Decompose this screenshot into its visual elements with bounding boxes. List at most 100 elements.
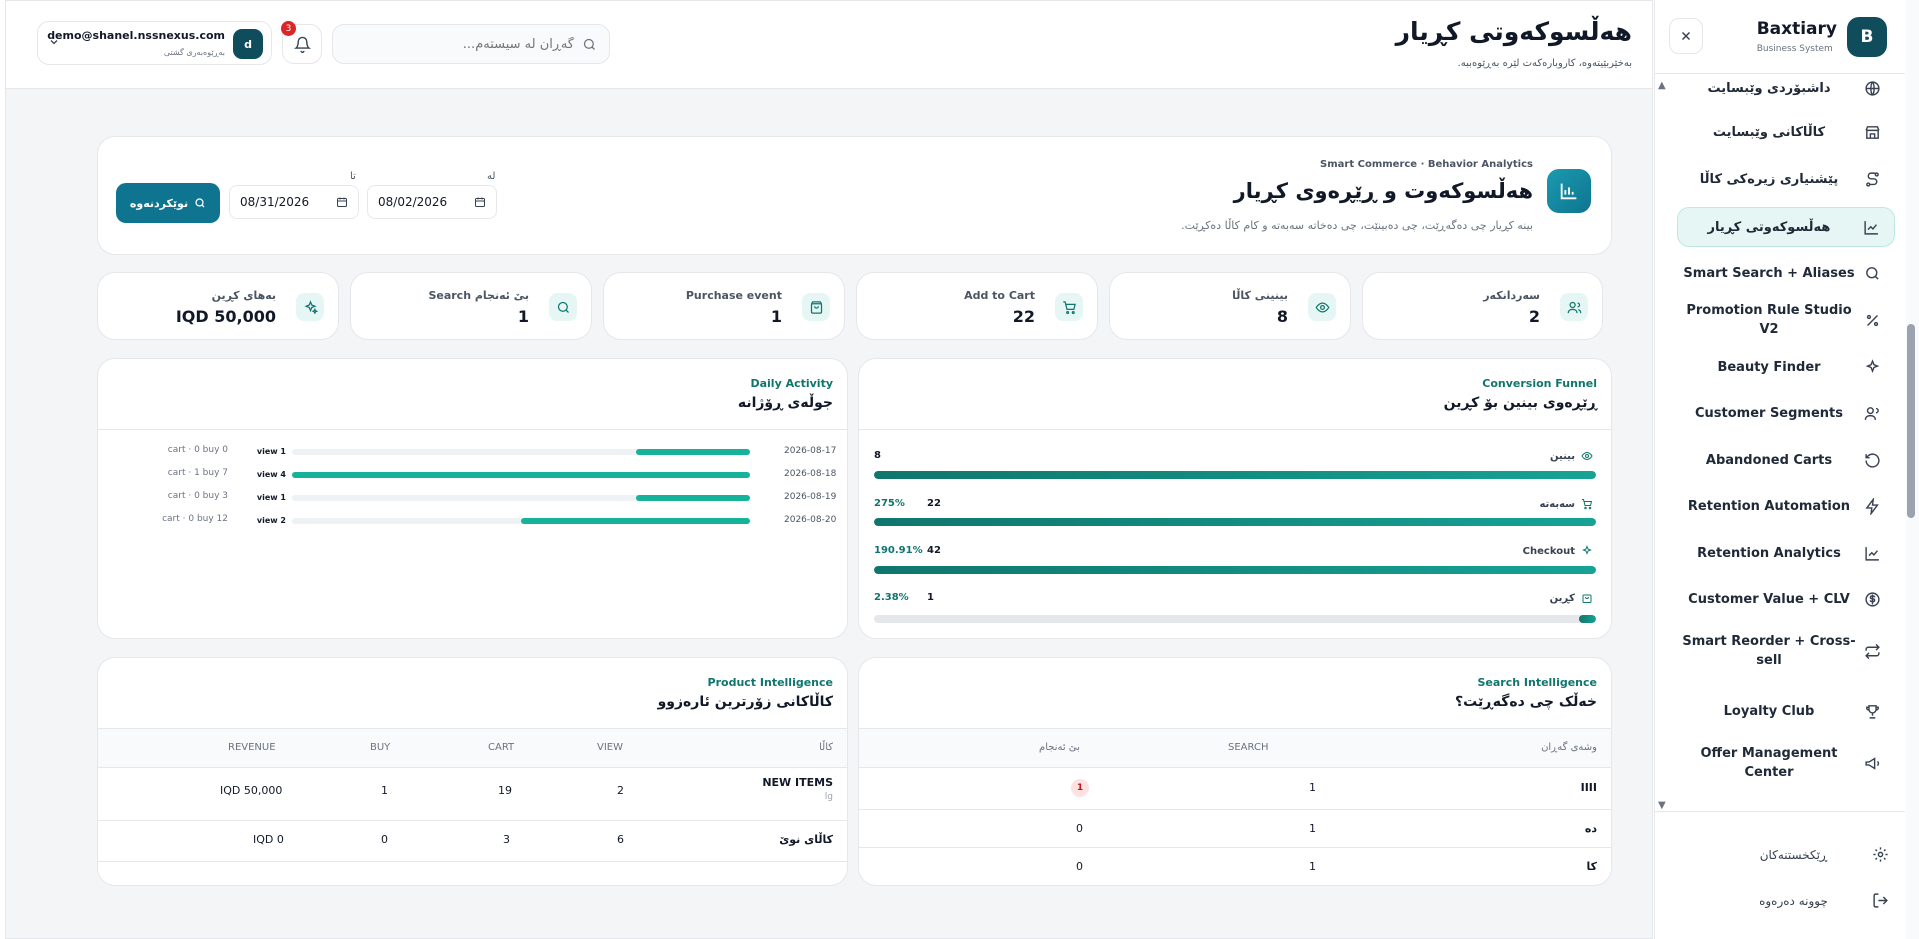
- kpi-card: Purchase event 1: [603, 272, 845, 340]
- product-intel-title: کاڵاکانی زۆرترین ئارەزوو: [657, 694, 833, 710]
- column-header: CART: [488, 742, 515, 753]
- divider: [859, 728, 1611, 729]
- sidebar-item-customer-behavior[interactable]: هەڵسوکەوتی کڕیار: [1677, 207, 1895, 247]
- refresh-button[interactable]: نوێکردنەوە: [116, 183, 220, 223]
- search-box[interactable]: [332, 24, 610, 64]
- sidebar-item-beauty-finder[interactable]: Beauty Finder: [1677, 349, 1895, 385]
- daily-bar-fill: [635, 495, 750, 501]
- product-revenue: IQD 50,000: [220, 784, 283, 797]
- search-input[interactable]: [374, 36, 574, 52]
- funnel-bar-fill: [874, 518, 1596, 526]
- users-icon: [1560, 293, 1588, 321]
- user-role: بەڕێوەبەری گشتی: [163, 48, 225, 57]
- table-header: [98, 729, 847, 767]
- funnel-bar-fill: [1578, 615, 1596, 623]
- funnel-step-label: سەبەتە: [1539, 498, 1593, 510]
- sidebar-item-abandoned-carts[interactable]: Abandoned Carts: [1677, 442, 1895, 478]
- user-menu[interactable]: d demo@shanel.nssnexus.com بەڕێوەبەری گش…: [37, 21, 272, 65]
- notifications-button[interactable]: 3: [281, 21, 322, 64]
- funnel-step-pct: 190.91%: [874, 545, 923, 556]
- funnel-step-label: Checkout: [1523, 545, 1593, 557]
- kpi-card: Search بێ ئەنجام 1: [350, 272, 592, 340]
- eye-icon: [1581, 450, 1593, 462]
- logo: B: [1847, 16, 1887, 57]
- route-icon: [1861, 168, 1883, 190]
- product-name: NEW ITEMS: [762, 776, 833, 789]
- product-intelligence-card: Product Intelligence کاڵاکانی زۆرترین ئا…: [97, 657, 848, 886]
- daily-view: view 1: [256, 493, 286, 502]
- funnel-step-pct: 2.38%: [874, 592, 909, 603]
- page-title: هەڵسوکەوتی کڕیار: [1395, 17, 1632, 46]
- sidebar-item-smart-search[interactable]: Smart Search + Aliases: [1677, 255, 1895, 291]
- notification-count-badge: 3: [281, 21, 296, 36]
- sidebar-nav[interactable]: ▲ ▼ داشبۆردی وێبسایت کاڵاکانی وێبسایت پێ…: [1655, 74, 1905, 811]
- repeat-icon: [1861, 640, 1883, 662]
- funnel-bar-track: [874, 471, 1596, 479]
- page-scrollbar[interactable]: [1906, 0, 1919, 939]
- divider: [859, 809, 1611, 810]
- chart-line-icon: [1860, 216, 1882, 238]
- cart-icon: [1055, 293, 1083, 321]
- product-revenue: IQD 0: [253, 833, 284, 846]
- divider: [98, 728, 847, 729]
- kpi-value: 8: [1276, 307, 1288, 326]
- from-date-input[interactable]: 08/02/2026: [367, 185, 497, 219]
- daily-date: 2026-08-18: [784, 469, 837, 479]
- column-header: VIEW: [597, 742, 623, 753]
- daily-view: view 1: [256, 447, 286, 456]
- search-icon: [1861, 262, 1883, 284]
- trophy-icon: [1861, 700, 1883, 722]
- product-cart: 3: [503, 833, 510, 846]
- sidebar-item-retention-analytics[interactable]: Retention Analytics: [1677, 535, 1895, 571]
- table-header: [859, 729, 1611, 767]
- close-sidebar-button[interactable]: [1669, 18, 1703, 54]
- kpi-card: بەهای کڕین IQD 50,000: [97, 272, 339, 340]
- product-buy: 1: [381, 784, 388, 797]
- sidebar-item-smart-reorder[interactable]: Smart Reorder + Cross-sell: [1677, 630, 1895, 672]
- to-date-label: تا: [350, 171, 356, 182]
- search-icon: [582, 37, 597, 52]
- hero-description: بینە کڕیار چی دەگەڕێت، چی دەبینێت، چی دە…: [1181, 219, 1533, 232]
- funnel-eyebrow: Conversion Funnel: [1482, 377, 1597, 390]
- logout-link[interactable]: چوونە دەرەوە: [1715, 892, 1889, 909]
- scroll-up-arrow[interactable]: ▲: [1658, 80, 1666, 91]
- bag-icon: [802, 293, 830, 321]
- sidebar-item-offer-management[interactable]: Offer Management Center: [1677, 742, 1895, 784]
- rotate-icon: [1861, 449, 1883, 471]
- user-email: demo@shanel.nssnexus.com: [47, 29, 225, 42]
- scrollbar-thumb[interactable]: [1907, 324, 1915, 518]
- scroll-down-arrow[interactable]: ▼: [1658, 800, 1666, 811]
- settings-link[interactable]: ڕێکخستنەکان: [1715, 846, 1889, 863]
- daily-cart: cart · 0 buy 0: [167, 445, 228, 455]
- sparkles-icon: [1581, 545, 1593, 557]
- bell-icon: [293, 36, 311, 53]
- logout-icon: [1872, 892, 1889, 909]
- daily-cart: cart · 0 buy 3: [167, 491, 228, 501]
- avatar: d: [233, 29, 263, 59]
- sidebar-item-customer-segments[interactable]: Customer Segments: [1677, 395, 1895, 431]
- hero-eyebrow: Smart Commerce · Behavior Analytics: [1320, 159, 1533, 170]
- dollar-icon: [1861, 588, 1883, 610]
- no-result-count: 0: [1076, 822, 1083, 835]
- sidebar-item-smart-recommend[interactable]: پێشنیاری زیرەکی کاڵا: [1677, 161, 1895, 197]
- sidebar-item-promotion-studio[interactable]: Promotion Rule Studio V2: [1677, 302, 1895, 338]
- sidebar-item-website-products[interactable]: کاڵاکانی وێبسایت: [1677, 114, 1895, 150]
- funnel-step-value: 8: [874, 450, 881, 461]
- kpi-card: سەردانکەر 2: [1362, 272, 1603, 340]
- daily-bar-track: [292, 472, 750, 478]
- funnel-step-value: 1: [927, 592, 934, 603]
- sidebar-item-retention-automation[interactable]: Retention Automation: [1677, 488, 1895, 524]
- hero-title: هەڵسوکەوت و ڕێڕەوی کڕیار: [1233, 179, 1533, 203]
- product-buy: 0: [381, 833, 388, 846]
- bar-chart-icon: [1547, 169, 1591, 213]
- page-subtitle: بەخێربێیتەوە، کاروبارەکەت لێرە بەڕێوەببە…: [1457, 58, 1632, 69]
- to-date-input[interactable]: 08/31/2026: [229, 185, 359, 219]
- sidebar-item-customer-value[interactable]: Customer Value + CLV: [1677, 581, 1895, 617]
- sidebar-item-loyalty-club[interactable]: Loyalty Club: [1677, 693, 1895, 729]
- column-header: REVENUE: [228, 742, 276, 753]
- daily-bar-track: [292, 518, 750, 524]
- funnel-bar-track: [874, 615, 1596, 623]
- conversion-funnel-card: Conversion Funnel ڕێڕەوی بینین بۆ کڕین ب…: [858, 358, 1612, 639]
- column-header: SEARCH: [1228, 742, 1269, 753]
- sidebar-item-website-dashboard[interactable]: داشبۆردی وێبسایت: [1677, 76, 1895, 100]
